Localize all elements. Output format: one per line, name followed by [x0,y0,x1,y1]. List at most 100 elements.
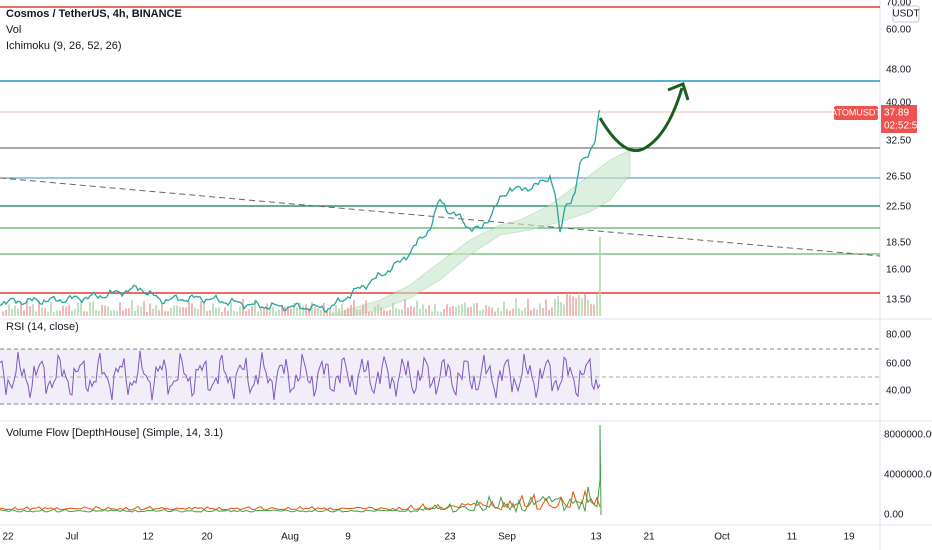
volume-bar [275,311,277,316]
symbol-tag-label: ATOMUSDT [831,107,881,117]
volume-bar [395,308,397,316]
volume-bar [581,298,583,316]
volume-bar [227,310,229,316]
price-axis-label: 70.00 [886,0,911,9]
volume-bar [413,307,415,316]
volume-bar [191,303,193,316]
volume-bar [146,311,148,316]
volume-bar [533,308,535,316]
rsi-axis-label: 40.00 [886,386,911,397]
volume-bar [62,305,64,316]
volume-bar [83,311,85,316]
volume-bar [329,309,331,316]
volume-bar [305,303,307,316]
volume-bar [248,309,250,316]
volume-bar [164,310,166,316]
volume-bar [377,304,379,316]
volume-bar [143,300,145,316]
volume-bar [386,310,388,316]
volume-bar [278,309,280,316]
volume-bar [407,307,409,316]
volume-bar [557,296,559,316]
last-price: 37.89 [884,108,909,119]
volume-bar [284,306,286,316]
volume-bar [446,304,448,316]
rsi-axis-label: 60.00 [886,359,911,370]
volume-bar [599,236,601,316]
volume-bar [365,300,367,316]
volume-bar [389,309,391,316]
volume-flow-line [0,424,602,516]
time-axis-label: 21 [643,532,655,543]
volume-bar [224,307,226,316]
volume-bar [245,310,247,316]
price-axis-label: 16.00 [886,265,911,276]
volume-bar [38,300,40,316]
volume-bar [488,306,490,316]
time-axis-label: 23 [444,532,456,543]
volume-bar [458,305,460,316]
volume-bar [56,310,58,316]
countdown: 02:52:53 [884,121,923,132]
volume-bar [95,310,97,316]
time-axis-label: Oct [714,532,730,543]
volume-bar [536,309,538,316]
volume-bar [350,304,352,316]
volume-bar [485,305,487,316]
pane-title: RSI (14, close) [6,321,79,333]
volume-bar [470,306,472,316]
volume-bar [239,306,241,316]
volume-bar [200,301,202,316]
volume-bar [206,311,208,316]
volume-bar [578,294,580,316]
volume-bar [71,310,73,316]
volume-bar [86,311,88,316]
volume-axis-label: 8000000.00 [884,430,932,441]
volume-bar [194,307,196,316]
currency-label: USDT [892,9,919,20]
volume-bar [131,300,133,316]
volume-bar [236,311,238,316]
currency-box[interactable] [892,5,920,23]
volume-bar [332,311,334,316]
symbol-title: Cosmos / TetherUS, 4h, BINANCE [6,8,182,20]
time-axis-label: 11 [787,532,798,543]
volume-bar [515,298,517,316]
time-axis-label: 19 [843,532,855,543]
volume-bar [203,303,205,316]
price-axis-label: 18.50 [886,238,911,249]
volume-bar [299,302,301,316]
ichimoku-cloud [329,149,631,317]
volume-bar [548,309,550,316]
volume-bar [116,311,118,316]
volume-bar [422,304,424,316]
volume-bar [359,309,361,316]
time-axis-label: Aug [281,532,299,543]
volume-bar [575,298,577,316]
volume-bar [362,304,364,316]
indicator-label: Ichimoku (9, 26, 52, 26) [6,40,122,52]
volume-bar [353,299,355,316]
volume-bar [44,307,46,316]
volume-bar [260,307,262,316]
volume-bar [518,308,520,316]
time-axis-label: 12 [142,532,154,543]
volume-bar [161,304,163,316]
trend-line [0,177,881,257]
volume-bar [20,303,22,316]
volume-bar [41,307,43,316]
volume-bar [167,311,169,316]
volume-bars [2,236,601,316]
volume-bar [479,310,481,316]
volume-bar [524,307,526,316]
time-axis-label: 13 [590,532,602,543]
volume-bar [380,307,382,316]
volume-bar [383,309,385,316]
volume-bar [209,310,211,316]
volume-bar [545,299,547,316]
volume-bar [80,301,82,316]
volume-bar [179,306,181,316]
volume-bar [152,308,154,316]
